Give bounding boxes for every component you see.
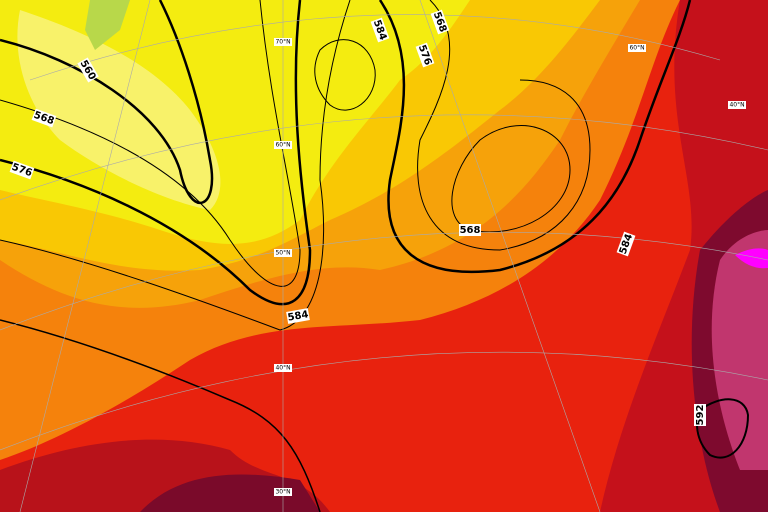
contour-lines — [0, 0, 750, 512]
contour-label: 584 — [286, 308, 310, 324]
label-bg — [274, 249, 292, 257]
label-bg — [274, 141, 292, 149]
latitude-label: 60°N — [275, 142, 290, 149]
label-bg — [616, 231, 636, 257]
latitude-label: 70°N — [275, 39, 290, 46]
label-bg — [728, 101, 746, 109]
latitude-label: 40°N — [729, 102, 744, 109]
latitude-label: 50°N — [275, 250, 290, 257]
label-bg — [274, 364, 292, 372]
label-bg — [286, 308, 310, 324]
latitude-label: 40°N — [275, 365, 290, 372]
label-bg — [77, 57, 99, 83]
contour-value: 592 — [695, 405, 706, 426]
contour-value: 584 — [287, 309, 310, 323]
label-bg — [274, 38, 292, 46]
label-bg — [415, 42, 435, 68]
contour-value: 568 — [460, 225, 481, 236]
label-bg — [9, 160, 35, 180]
latitude-label: 60°N — [629, 45, 644, 52]
label-bg — [459, 224, 481, 236]
latitude-label: 30°N — [275, 489, 290, 496]
label-bg — [370, 17, 390, 43]
label-bg — [31, 108, 57, 128]
label-bg — [274, 488, 292, 496]
label-bg — [628, 44, 646, 52]
label-bg — [430, 9, 450, 35]
contour-label: 568 — [459, 224, 481, 236]
label-bg — [694, 404, 706, 426]
contour-label: 592 — [694, 404, 706, 426]
